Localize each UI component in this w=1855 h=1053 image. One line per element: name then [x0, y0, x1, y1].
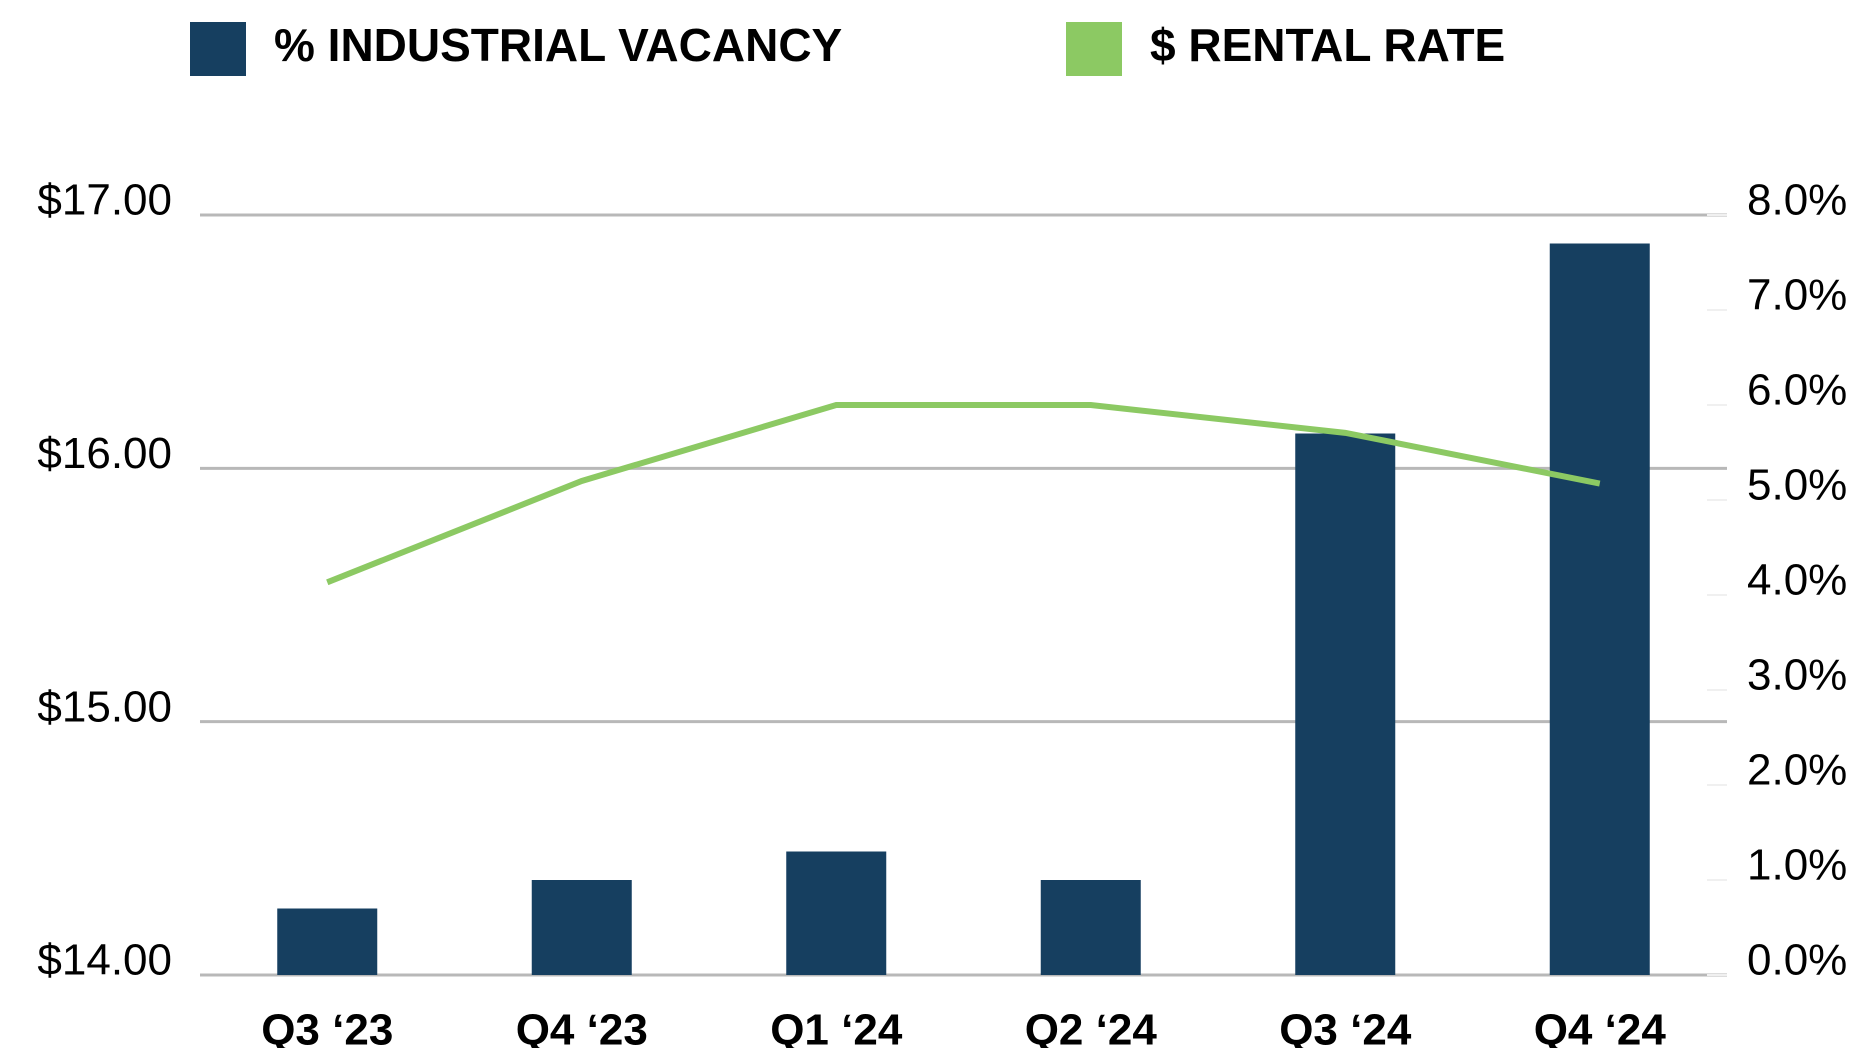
x-tick-label: Q4 ‘24 — [1534, 1006, 1667, 1048]
x-tick-label: Q3 ‘23 — [261, 1006, 393, 1048]
y2-tick-label: 2.0% — [1747, 746, 1847, 795]
y-tick-label: $17.00 — [37, 176, 172, 225]
y2-tick-label: 6.0% — [1747, 366, 1847, 415]
bar — [786, 851, 887, 975]
y-tick-label: $15.00 — [37, 682, 172, 731]
y2-tick-label: 4.0% — [1747, 556, 1847, 605]
legend-swatch — [1066, 22, 1122, 76]
legend-label: $ RENTAL RATE — [1150, 19, 1505, 71]
y-tick-label: $14.00 — [37, 936, 172, 985]
y-tick-label: $16.00 — [37, 429, 172, 478]
bar — [1549, 243, 1650, 975]
bar — [277, 908, 378, 975]
bar — [1295, 433, 1396, 975]
legend-label: % INDUSTRIAL VACANCY — [274, 19, 842, 71]
x-tick-label: Q4 ‘23 — [516, 1006, 648, 1048]
line — [326, 402, 1601, 586]
y2-tick-label: 7.0% — [1747, 271, 1847, 320]
x-tick-label: Q1 ‘24 — [770, 1006, 903, 1048]
y2-tick-label: 0.0% — [1747, 936, 1847, 985]
bar — [531, 880, 632, 975]
x-tick-label: Q3 ‘24 — [1279, 1006, 1412, 1048]
y2-tick-label: 5.0% — [1747, 461, 1847, 510]
legend-swatch — [190, 22, 246, 76]
y2-tick-label: 8.0% — [1747, 176, 1847, 225]
bar — [1040, 880, 1141, 975]
y2-tick-label: 1.0% — [1747, 841, 1847, 890]
y2-tick-label: 3.0% — [1747, 651, 1847, 700]
x-tick-label: Q2 ‘24 — [1025, 1006, 1158, 1048]
